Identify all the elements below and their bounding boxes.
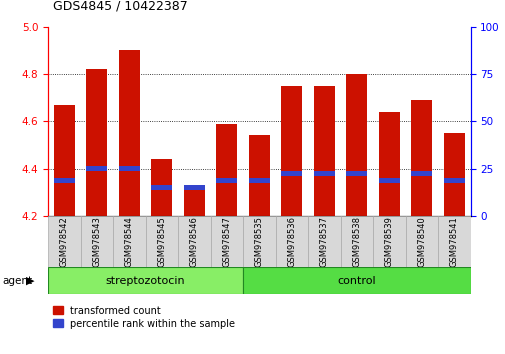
Text: GSM978543: GSM978543 (92, 216, 101, 267)
Bar (216, 178, 237, 183)
Bar (443, 133, 464, 216)
Text: GSM978536: GSM978536 (287, 216, 296, 267)
Text: streptozotocin: streptozotocin (106, 275, 185, 286)
Bar (54, 178, 75, 183)
Text: GSM978542: GSM978542 (60, 216, 69, 267)
Bar (378, 112, 399, 216)
Bar (345, 171, 367, 176)
Bar (443, 178, 464, 183)
Bar (275, 216, 308, 267)
Bar (54, 105, 75, 216)
Bar (345, 74, 367, 216)
Bar (86, 166, 107, 171)
Bar (113, 216, 145, 267)
Text: control: control (337, 275, 375, 286)
Bar (378, 178, 399, 183)
Bar (313, 171, 334, 176)
Text: GSM978540: GSM978540 (417, 216, 426, 267)
Bar (405, 216, 437, 267)
Bar (86, 69, 107, 216)
Bar (48, 267, 242, 294)
Legend: transformed count, percentile rank within the sample: transformed count, percentile rank withi… (53, 306, 235, 329)
Bar (183, 190, 205, 216)
Bar (372, 216, 405, 267)
Bar (48, 216, 80, 267)
Bar (151, 159, 172, 216)
Bar (119, 50, 139, 216)
Bar (178, 216, 210, 267)
Bar (216, 124, 237, 216)
Bar (281, 86, 302, 216)
Bar (119, 166, 139, 171)
Bar (308, 216, 340, 267)
Bar (248, 136, 269, 216)
Text: GSM978546: GSM978546 (189, 216, 198, 267)
Text: GDS4845 / 10422387: GDS4845 / 10422387 (53, 0, 187, 12)
Bar (248, 178, 269, 183)
Bar (437, 216, 470, 267)
Bar (281, 171, 302, 176)
Bar (210, 216, 242, 267)
Bar (313, 86, 334, 216)
Text: GSM978545: GSM978545 (157, 216, 166, 267)
Text: GSM978547: GSM978547 (222, 216, 231, 267)
Text: agent: agent (3, 275, 33, 286)
Bar (242, 216, 275, 267)
Bar (242, 267, 470, 294)
Text: GSM978544: GSM978544 (125, 216, 133, 267)
Text: ▶: ▶ (26, 275, 35, 286)
Bar (411, 171, 432, 176)
Bar (411, 100, 432, 216)
Bar (151, 185, 172, 190)
Text: GSM978537: GSM978537 (319, 216, 328, 267)
Bar (145, 216, 178, 267)
Text: GSM978539: GSM978539 (384, 216, 393, 267)
Text: GSM978535: GSM978535 (255, 216, 263, 267)
Text: GSM978541: GSM978541 (449, 216, 458, 267)
Bar (80, 216, 113, 267)
Bar (183, 185, 205, 190)
Text: GSM978538: GSM978538 (351, 216, 361, 267)
Bar (340, 216, 372, 267)
